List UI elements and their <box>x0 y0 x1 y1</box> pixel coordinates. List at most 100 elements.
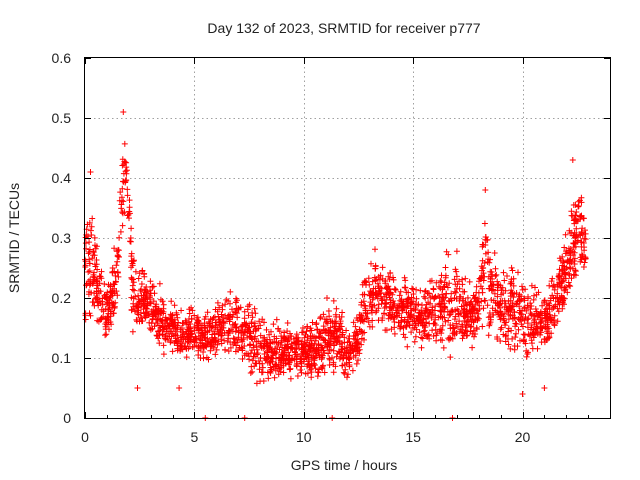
data-point <box>302 347 308 354</box>
data-point <box>246 353 252 360</box>
data-point <box>445 317 452 324</box>
x-axis-label: GPS time / hours <box>291 457 398 473</box>
data-point <box>438 279 445 286</box>
data-point <box>509 267 516 274</box>
data-point <box>551 312 558 319</box>
data-point <box>234 339 241 346</box>
data-point <box>513 330 519 337</box>
data-point <box>264 343 271 350</box>
data-point <box>530 296 537 303</box>
data-point <box>378 285 385 292</box>
data-point <box>179 329 186 336</box>
data-point <box>256 366 263 373</box>
data-point <box>251 363 258 370</box>
data-point <box>85 250 92 257</box>
data-point <box>508 280 515 287</box>
data-point <box>241 308 248 315</box>
data-point <box>87 169 94 175</box>
data-point <box>411 338 418 345</box>
data-point <box>218 311 225 318</box>
data-point <box>138 300 145 307</box>
data-point <box>570 240 577 247</box>
data-point <box>135 296 142 303</box>
data-point <box>494 287 501 294</box>
data-point <box>504 273 510 279</box>
data-point <box>89 215 96 222</box>
data-point <box>537 331 544 338</box>
data-point <box>157 324 164 331</box>
data-point <box>238 337 245 344</box>
x-tick-label: 0 <box>81 429 89 445</box>
data-point <box>316 354 323 361</box>
data-point <box>352 332 359 339</box>
data-point <box>346 338 353 345</box>
data-point <box>338 340 345 347</box>
data-point <box>494 293 501 300</box>
data-point <box>562 286 569 293</box>
data-point <box>343 327 350 334</box>
data-point <box>438 298 445 305</box>
data-point <box>257 332 264 339</box>
data-point <box>430 286 437 293</box>
data-point <box>217 318 224 325</box>
data-point <box>420 328 427 335</box>
data-point <box>275 325 282 332</box>
data-point <box>160 342 167 349</box>
data-point <box>141 294 148 301</box>
data-point <box>112 272 119 279</box>
data-point <box>258 369 265 376</box>
data-point <box>569 157 576 163</box>
data-point <box>144 296 151 302</box>
data-point <box>263 356 270 362</box>
data-point <box>303 328 310 335</box>
data-point <box>480 305 487 312</box>
y-tick-label: 0.5 <box>52 110 72 126</box>
data-point <box>478 274 485 281</box>
data-point <box>571 271 578 278</box>
data-point <box>298 360 305 367</box>
data-point <box>224 338 231 345</box>
data-point <box>443 290 450 297</box>
data-point <box>529 330 536 337</box>
data-point <box>562 271 569 278</box>
data-point <box>90 248 97 255</box>
data-point <box>428 314 435 321</box>
data-point <box>468 323 475 330</box>
data-point <box>570 252 577 258</box>
data-point <box>428 277 435 284</box>
data-point <box>391 324 398 331</box>
data-point <box>265 375 272 382</box>
y-tick-label: 0.6 <box>52 50 72 66</box>
data-point <box>232 299 239 306</box>
data-point <box>293 331 300 338</box>
data-point <box>528 303 535 309</box>
data-point <box>518 321 525 328</box>
data-point <box>447 354 454 361</box>
y-tick-label: 0.4 <box>52 170 72 186</box>
data-point <box>416 314 423 321</box>
data-point <box>86 260 93 267</box>
data-point <box>158 308 165 315</box>
data-point <box>188 330 195 337</box>
data-point <box>341 370 348 377</box>
data-point <box>372 277 379 284</box>
data-point <box>473 297 480 304</box>
data-point <box>245 312 252 319</box>
data-point <box>535 289 542 296</box>
data-point <box>388 305 395 312</box>
data-point <box>352 323 359 330</box>
data-point <box>511 343 518 349</box>
data-point <box>227 288 234 295</box>
data-point <box>436 294 443 301</box>
data-point <box>540 323 547 330</box>
data-point <box>140 306 147 313</box>
data-point <box>481 297 488 304</box>
data-point <box>575 237 581 244</box>
data-point <box>111 245 118 252</box>
data-point <box>239 356 246 362</box>
data-point <box>486 285 492 292</box>
data-point <box>278 364 285 371</box>
data-point <box>577 258 584 265</box>
data-point <box>287 333 294 340</box>
data-point <box>433 337 440 344</box>
